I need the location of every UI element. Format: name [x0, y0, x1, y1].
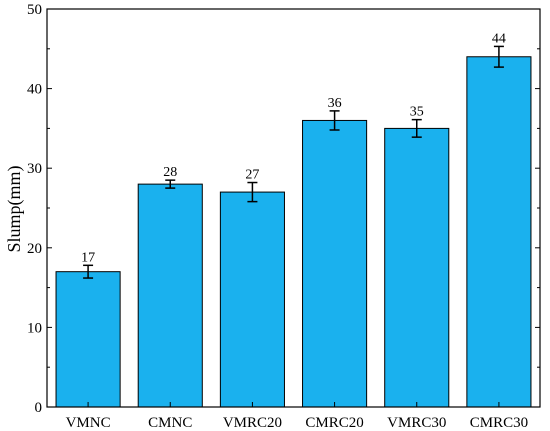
bar-CMNC [137, 183, 203, 408]
bar-CMRC20 [302, 119, 368, 408]
y-tick-label: 30 [27, 161, 42, 177]
y-tick-label: 50 [27, 2, 42, 18]
bar-VMNC [55, 271, 121, 408]
x-tick-label: VMRC30 [387, 415, 446, 431]
data-label: 27 [245, 168, 259, 183]
x-tick-label: VMNC [66, 415, 111, 431]
y-tick-label: 40 [27, 82, 42, 98]
plot-frame [46, 8, 541, 408]
x-tick-label: VMRC20 [223, 415, 282, 431]
data-label: 44 [492, 31, 506, 46]
bar-VMRC30 [384, 127, 450, 408]
data-label: 36 [328, 96, 342, 111]
x-tick-label: CMRC30 [470, 415, 528, 431]
y-tick-label: 10 [27, 320, 42, 336]
data-label: 17 [81, 250, 95, 265]
plot-area: 0 10 20 30 40 50 17 VMNC 28 CMNC 27 VMRC20 36 CMRC20 3… [27, 2, 541, 431]
x-tick-label: CMNC [148, 415, 192, 431]
data-label: 28 [163, 165, 177, 180]
x-tick-label: CMRC20 [305, 415, 363, 431]
y-tick-label: 0 [35, 400, 43, 416]
data-label: 35 [410, 105, 424, 120]
bar-CMRC30 [466, 56, 532, 408]
bar-VMRC20 [219, 191, 285, 408]
y-tick-label: 20 [27, 241, 42, 257]
y-axis-title: Slump(mm) [4, 165, 25, 252]
